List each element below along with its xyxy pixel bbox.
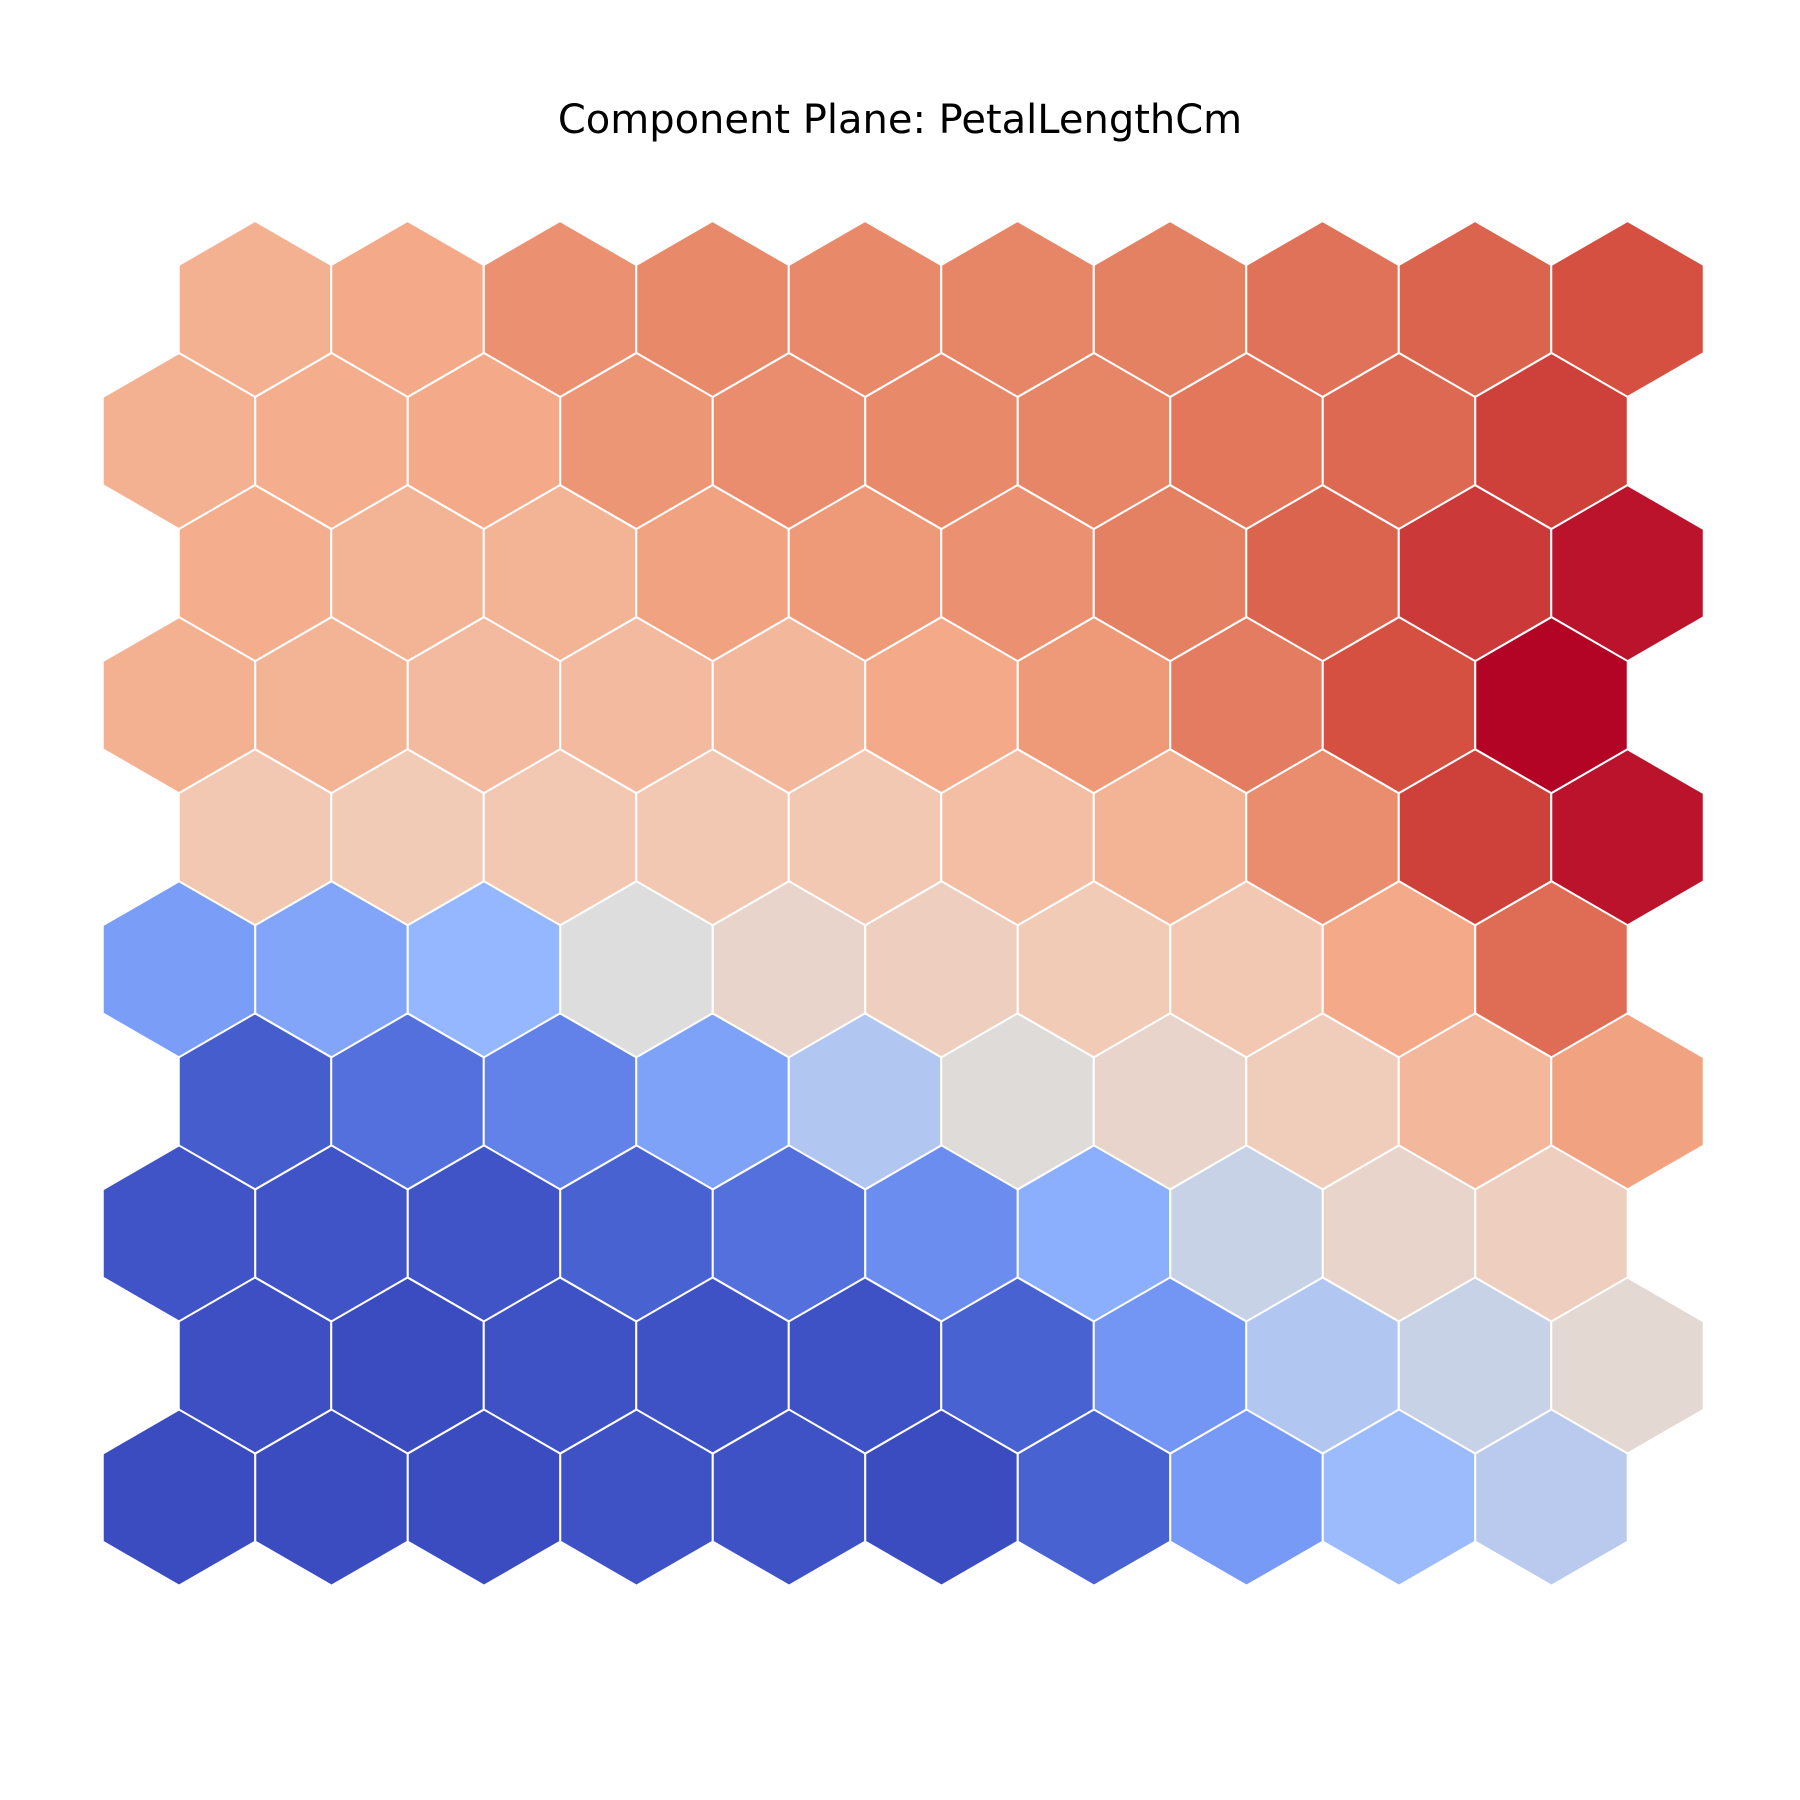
hex-cell-r9-c9 (1474, 1408, 1629, 1587)
chart-title: Component Plane: PetalLengthCm (557, 97, 1243, 143)
